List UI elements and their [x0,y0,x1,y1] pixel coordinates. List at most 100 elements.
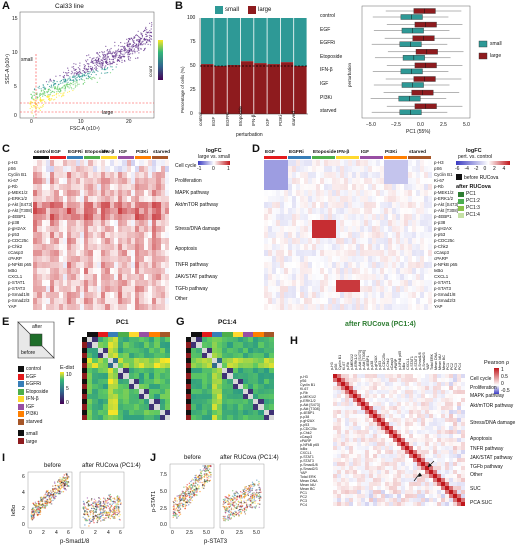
gMatrix-cell [138,352,145,358]
panel-e-cell [332,208,336,214]
panel-i-cell [413,390,417,394]
panel-i-cell [457,390,461,394]
panel-d-cell [152,208,157,214]
gMatrix-cell [123,357,129,364]
panel-e-cell [304,160,308,166]
panel-i-cell [385,426,389,430]
panel-i-cell [381,482,385,486]
panel-e-cell [276,298,280,304]
panel-i-cell [385,430,389,434]
panel-i-cell [365,426,369,430]
panel-d-cell [143,298,148,304]
gMatrix-cell [128,378,134,384]
jBefore-point [39,496,42,499]
hMatrix-cell [237,399,243,405]
hMatrix-cell [268,332,274,338]
gMatrix-cell [128,368,134,374]
panel-i-cell [349,414,353,418]
panel-i-cell [441,466,445,470]
panel-d-cell [105,268,110,274]
panel-a-point [151,24,153,26]
hMatrix-cell [186,357,192,364]
panel-e-cell [268,256,272,262]
panel-i-cell [413,494,417,498]
panel-d-cell [126,292,131,298]
panel-d-cell [54,190,59,196]
panel-e-cell [276,274,280,280]
panel-i-cell [429,438,433,442]
panel-i-cell [433,398,437,402]
hMatrix-cell [196,357,202,364]
panel-d-cell [152,256,157,262]
panel-e-cell [312,232,316,238]
gMatrix-cell [102,368,108,374]
hMatrix-cell [253,357,259,364]
panel-e-cell [300,220,304,226]
panel-e-cell [272,304,276,310]
panel-i-cell [337,422,341,426]
panel-e-cell [276,160,280,166]
panel-i-cell [341,498,345,502]
panel-e-cell [328,166,332,172]
hMatrix-cell [191,383,197,389]
panel-a-point [130,53,132,55]
gMatrix-cell [128,373,134,379]
hMatrix-cell [253,337,259,343]
panel-i-cell [333,382,337,386]
panel-a-point [75,63,77,65]
panel-a-point [94,59,97,61]
jBefore-point [63,476,65,479]
panel-i-cell [441,454,445,458]
panel-d-cell [164,256,169,262]
panel-i-cell [333,410,337,414]
panel-d-cell [156,304,161,310]
panel-d-cell [122,172,127,178]
hMatrix-cell [201,399,207,405]
panel-a-point [93,62,95,64]
panel-d-cell [33,244,38,250]
panel-e-cell [368,214,372,220]
jBefore-point [40,499,42,501]
gMatrix-cell [87,404,93,410]
gMatrix-cell [107,378,114,384]
jBefore-point [53,481,56,483]
panel-a-point [90,65,92,68]
panel-i-cell [357,482,361,486]
panel-i-cell [417,454,421,458]
panel-d-cell [152,280,157,286]
panel-e-cell [332,172,336,178]
panel-e-cell [288,214,292,220]
panel-i-cell [393,442,397,446]
panel-i-cell [393,486,397,490]
panel-d-cell [88,256,93,262]
panel-d-cell [164,268,169,274]
panel-e-cell [272,214,276,220]
panel-i-cell [441,382,445,386]
panel-i-cell [361,458,365,462]
gMatrix-cell [107,373,114,379]
panel-a-point [150,32,152,34]
gMatrix-cell [149,368,155,374]
panel-a-point [127,44,129,46]
panel-d-cell [152,184,157,190]
panel-e-cell [392,298,396,304]
panel-i-cell [341,394,345,398]
panel-e-cell [352,244,356,250]
panel-i-cell [389,470,393,474]
panel-e-cell [328,298,332,304]
panel-i-cell [341,402,345,406]
panel-e-cell [344,244,348,250]
panel-e-cell [416,268,420,274]
panel-e-cell [296,274,300,280]
jBefore-point [31,514,33,517]
panel-d-cell [67,268,72,274]
panel-a-point [51,98,53,100]
panel-i-cell [373,466,377,470]
panel-e-cell [424,250,428,256]
panel-d-cell [45,172,50,178]
panel-e-cell [400,214,404,220]
panel-e-cell [376,226,380,232]
panel-i-cell [397,414,401,418]
panel-i-cell [409,418,413,422]
panel-j-scatter-after [79,471,125,529]
